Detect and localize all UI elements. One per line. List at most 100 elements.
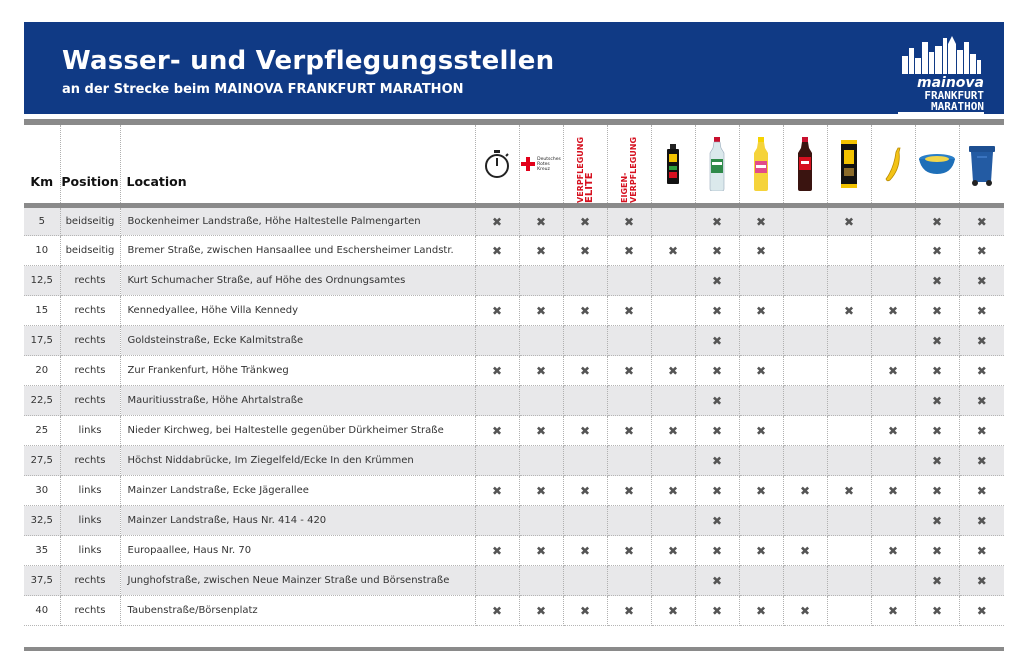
service-mark-cell bbox=[826, 595, 872, 626]
service-mark-cell: ✖ bbox=[958, 355, 1004, 386]
check-mark-icon: ✖ bbox=[711, 603, 723, 618]
service-mark-cell: ✖ bbox=[958, 205, 1004, 236]
service-mark-cell bbox=[518, 505, 564, 536]
service-mark-cell: ✖ bbox=[738, 355, 784, 386]
check-mark-icon: ✖ bbox=[491, 363, 503, 378]
service-mark-cell: ✖ bbox=[958, 595, 1004, 626]
service-mark-cell: ✖ bbox=[826, 475, 872, 506]
service-mark-cell: ✖ bbox=[562, 475, 608, 506]
service-mark-cell bbox=[782, 265, 828, 296]
check-mark-icon: ✖ bbox=[579, 603, 591, 618]
service-mark-cell bbox=[650, 445, 696, 476]
check-mark-icon: ✖ bbox=[931, 333, 943, 348]
check-mark-icon: ✖ bbox=[667, 543, 679, 558]
check-mark-icon: ✖ bbox=[491, 214, 503, 229]
check-mark-icon: ✖ bbox=[887, 423, 899, 438]
check-mark-icon: ✖ bbox=[755, 243, 767, 258]
service-mark-cell bbox=[606, 505, 652, 536]
service-mark-cell bbox=[870, 445, 916, 476]
service-mark-cell bbox=[738, 565, 784, 596]
service-mark-cell: ✖ bbox=[738, 295, 784, 326]
check-mark-icon: ✖ bbox=[491, 303, 503, 318]
logo-event-text: FRANKFURT MARATHON bbox=[898, 90, 984, 114]
check-mark-icon: ✖ bbox=[535, 483, 547, 498]
service-mark-cell bbox=[870, 325, 916, 356]
service-mark-cell: ✖ bbox=[958, 475, 1004, 506]
check-mark-icon: ✖ bbox=[711, 333, 723, 348]
service-mark-cell bbox=[474, 385, 520, 416]
check-mark-icon: ✖ bbox=[976, 423, 987, 438]
service-mark-cell: ✖ bbox=[782, 535, 828, 566]
service-mark-cell bbox=[518, 445, 564, 476]
service-mark-cell: ✖ bbox=[562, 235, 608, 266]
iso-drink-bottle-icon bbox=[754, 137, 768, 191]
service-mark-cell bbox=[782, 205, 828, 236]
service-mark-cell bbox=[826, 535, 872, 566]
service-mark-cell: ✖ bbox=[474, 355, 520, 386]
location-cell: Mainzer Landstraße, Haus Nr. 414 - 420 bbox=[119, 505, 476, 536]
service-mark-cell bbox=[518, 325, 564, 356]
service-mark-cell: ✖ bbox=[958, 235, 1004, 266]
table-row: 12,5 rechts Kurt Schumacher Straße, auf Hö… bbox=[24, 265, 1004, 296]
check-mark-icon: ✖ bbox=[931, 363, 943, 378]
check-mark-icon: ✖ bbox=[976, 214, 987, 229]
verpflegung-elite-line2: ELITE bbox=[584, 172, 595, 203]
skyline-icon bbox=[902, 36, 981, 74]
service-mark-cell: ✖ bbox=[606, 295, 652, 326]
service-mark-cell bbox=[650, 385, 696, 416]
service-mark-cell: ✖ bbox=[562, 415, 608, 446]
check-mark-icon: ✖ bbox=[931, 483, 943, 498]
service-mark-cell: ✖ bbox=[958, 265, 1004, 296]
position-cell: beidseitig bbox=[59, 205, 121, 236]
position-cell: beidseitig bbox=[59, 235, 121, 266]
km-cell: 20 bbox=[24, 355, 61, 386]
service-mark-cell bbox=[562, 505, 608, 536]
position-cell: rechts bbox=[59, 325, 121, 356]
logo-event-line1: FRANKFURT bbox=[924, 89, 984, 102]
check-mark-icon: ✖ bbox=[535, 543, 547, 558]
check-mark-icon: ✖ bbox=[976, 453, 987, 468]
table-row: 22,5 rechts Mauritiusstraße, Höhe Ahrtalst… bbox=[24, 385, 1004, 416]
check-mark-icon: ✖ bbox=[623, 303, 635, 318]
check-mark-icon: ✖ bbox=[711, 273, 723, 288]
check-mark-icon: ✖ bbox=[755, 363, 767, 378]
service-mark-cell bbox=[782, 325, 828, 356]
service-mark-cell: ✖ bbox=[518, 355, 564, 386]
position-cell: links bbox=[59, 535, 121, 566]
service-mark-cell bbox=[782, 415, 828, 446]
eigenverpflegung-line2: VERPFLEGUNG bbox=[629, 136, 638, 203]
check-mark-icon: ✖ bbox=[931, 214, 943, 229]
check-mark-icon: ✖ bbox=[931, 453, 943, 468]
page-subtitle: an der Strecke beim MAINOVA FRANKFURT MA… bbox=[62, 82, 464, 97]
service-mark-cell bbox=[826, 565, 872, 596]
service-mark-cell: ✖ bbox=[562, 595, 608, 626]
check-mark-icon: ✖ bbox=[931, 243, 943, 258]
position-cell: rechts bbox=[59, 565, 121, 596]
check-mark-icon: ✖ bbox=[931, 573, 943, 588]
check-mark-icon: ✖ bbox=[535, 423, 547, 438]
check-mark-icon: ✖ bbox=[931, 273, 943, 288]
check-mark-icon: ✖ bbox=[931, 603, 943, 618]
aid-stations-table: Km Position Location bbox=[24, 125, 1004, 626]
service-mark-cell bbox=[826, 445, 872, 476]
service-mark-cell bbox=[782, 445, 828, 476]
check-mark-icon: ✖ bbox=[755, 214, 767, 229]
check-mark-icon: ✖ bbox=[535, 243, 547, 258]
service-mark-cell: ✖ bbox=[914, 415, 960, 446]
service-mark-cell: ✖ bbox=[870, 475, 916, 506]
service-mark-cell: ✖ bbox=[606, 535, 652, 566]
logo-brand-text: mainova bbox=[917, 75, 984, 91]
service-mark-cell: ✖ bbox=[474, 535, 520, 566]
check-mark-icon: ✖ bbox=[535, 603, 547, 618]
service-mark-cell: ✖ bbox=[694, 235, 740, 266]
eigenverpflegung-label: EIGEN- VERPFLEGUNG bbox=[620, 125, 638, 203]
km-cell: 27,5 bbox=[24, 445, 61, 476]
check-mark-icon: ✖ bbox=[711, 393, 723, 408]
service-mark-cell: ✖ bbox=[562, 535, 608, 566]
eigenverpflegung-line1: EIGEN- bbox=[620, 172, 629, 204]
table-row: 25 links Nieder Kirchweg, bei Haltestelle … bbox=[24, 415, 1004, 446]
sponge-bowl-icon bbox=[919, 154, 955, 174]
service-mark-cell: ✖ bbox=[958, 325, 1004, 356]
red-cross-text-3: Kreuz bbox=[537, 166, 550, 172]
service-mark-cell bbox=[738, 325, 784, 356]
